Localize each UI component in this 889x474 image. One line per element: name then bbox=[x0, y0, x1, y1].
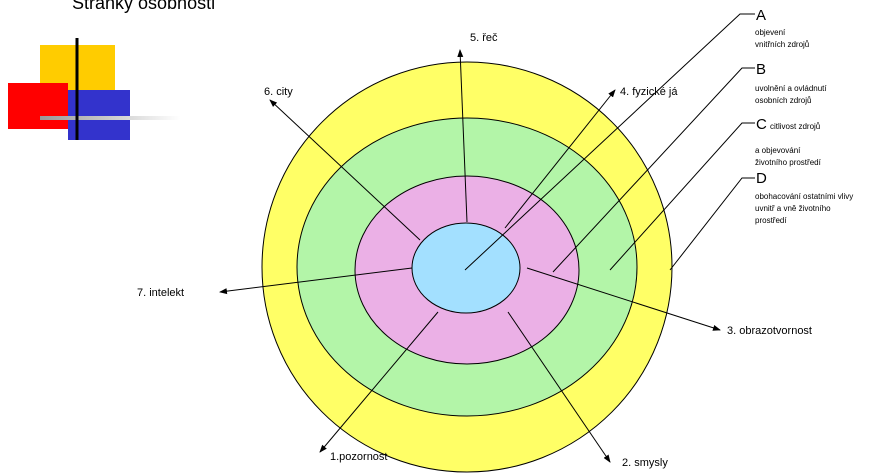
note-text: citlivost zdrojů bbox=[770, 122, 820, 131]
note-text: uvolnění a ovládnutí bbox=[755, 84, 827, 93]
spoke-label: 4. fyzické já bbox=[620, 86, 678, 98]
note-text: osobních zdrojů bbox=[755, 96, 811, 105]
title: Stránky osobnosti bbox=[72, 0, 215, 13]
note-text: a objevování bbox=[755, 146, 801, 155]
note-letter: C bbox=[756, 116, 767, 133]
spoke-label: 3. obrazotvornost bbox=[727, 325, 812, 337]
spoke-label: 6. city bbox=[264, 86, 293, 98]
rings bbox=[262, 62, 672, 472]
note-letter: A bbox=[756, 7, 766, 24]
decoration bbox=[8, 38, 180, 140]
note-letter: B bbox=[756, 61, 766, 78]
note-text: životního prostředí bbox=[755, 158, 822, 167]
spoke-label: 2. smysly bbox=[622, 457, 668, 469]
note-text: uvnitř a vně životního bbox=[755, 204, 831, 213]
spoke-label: 7. intelekt bbox=[137, 287, 184, 299]
notes: A objevení vnitřních zdrojů B uvolnění a… bbox=[755, 7, 853, 225]
note-text: vnitřních zdrojů bbox=[755, 40, 809, 49]
note-text: objevení bbox=[755, 28, 786, 37]
note-text: prostředí bbox=[755, 216, 787, 225]
note-letter: D bbox=[756, 170, 767, 187]
diagram: Stránky osobnosti 5. řeč 6. city 4. fyzi… bbox=[0, 0, 889, 474]
spoke-label: 1.pozornost bbox=[330, 451, 387, 463]
note-text: obohacování ostatními vlivy bbox=[755, 192, 853, 201]
spoke-label: 5. řeč bbox=[470, 32, 498, 44]
